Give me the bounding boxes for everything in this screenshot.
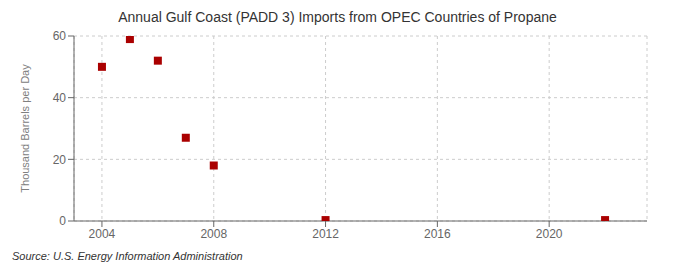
svg-text:2004: 2004 — [89, 227, 116, 241]
svg-text:60: 60 — [53, 29, 67, 43]
svg-text:20: 20 — [53, 153, 67, 167]
svg-text:40: 40 — [53, 91, 67, 105]
html-text:Annual Gulf Coast (PADD 3) Imp: Annual Gulf Coast (PADD 3) Imports from … — [118, 9, 557, 25]
svg-text:0: 0 — [59, 214, 66, 228]
html-text:Source: U.S. Energy Informatio: Source: U.S. Energy Information Administ… — [12, 250, 243, 262]
svg-text:2016: 2016 — [424, 227, 451, 241]
svg-text:2012: 2012 — [312, 227, 339, 241]
svg-text:2020: 2020 — [536, 227, 563, 241]
svg-text:Thousand Barrels per Day: Thousand Barrels per Day — [19, 64, 31, 193]
svg-text:2008: 2008 — [200, 227, 227, 241]
